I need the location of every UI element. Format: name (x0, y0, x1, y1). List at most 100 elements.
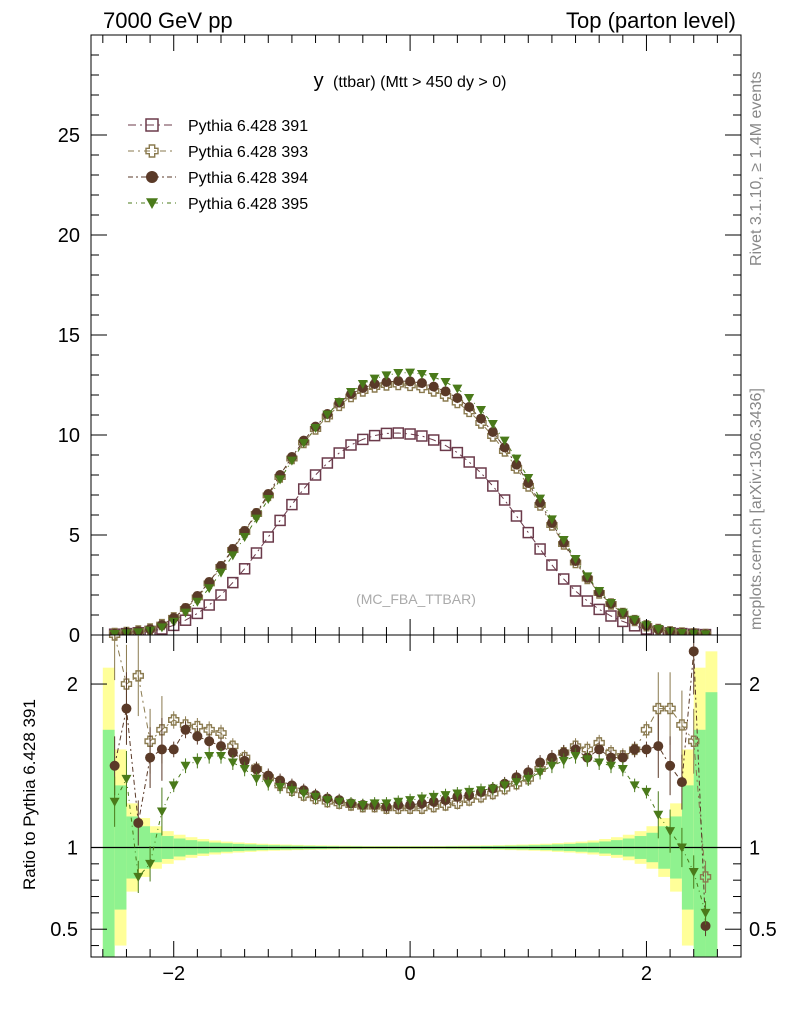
ratio-point (310, 792, 321, 802)
data-point (676, 629, 687, 635)
ratio-point (699, 871, 712, 883)
ratio-point (286, 786, 297, 796)
legend-marker (146, 171, 158, 183)
ratio-point (215, 727, 227, 739)
data-point (380, 427, 393, 440)
data-point (605, 610, 617, 622)
ratio-line-2 (114, 651, 706, 926)
data-point (546, 559, 558, 571)
data-point (250, 547, 263, 559)
ratio-point (381, 799, 392, 809)
ratio-point (476, 786, 486, 796)
ratio-point (227, 747, 238, 758)
ratio-point (665, 760, 676, 771)
ratio-point (652, 702, 664, 715)
data-point (416, 370, 427, 379)
ratio-point (558, 747, 569, 758)
data-point (463, 456, 475, 468)
data-point (498, 494, 511, 506)
ratio-line-1 (114, 635, 706, 877)
ratio-point (393, 797, 404, 807)
ratio-point (204, 751, 215, 761)
data-point (428, 373, 439, 382)
y-tick-label: 25 (58, 125, 80, 147)
ratio-point (546, 752, 557, 763)
ratio-point (606, 761, 616, 771)
ratio-point (204, 736, 215, 747)
data-point (203, 599, 215, 611)
ratio-point (582, 755, 593, 765)
data-point (700, 630, 711, 635)
data-point (321, 457, 334, 469)
ratio-point (121, 774, 132, 784)
plot-title: y (ttbar) (Mtt > 450 dy > 0) (314, 70, 507, 92)
ratio-point (263, 779, 274, 789)
data-point (594, 587, 605, 596)
data-point (522, 526, 535, 539)
data-point (238, 563, 251, 575)
ratio-point (156, 807, 167, 817)
data-point (405, 376, 416, 387)
legend: Pythia 6.428 391 Pythia 6.428 393 Pythia 6… (128, 118, 308, 213)
ratio-point (263, 770, 274, 781)
rivet-label: Rivet 3.1.10, ≥ 1.4M events (748, 71, 765, 266)
ratio-point (239, 765, 250, 775)
y-tick-label: 15 (58, 325, 80, 347)
ratio-point (132, 670, 144, 682)
data-point (215, 589, 227, 601)
ratio-point (665, 827, 676, 837)
ratio-point (464, 787, 475, 797)
ratio-frame (90, 634, 742, 958)
ratio-point (676, 719, 688, 731)
ratio-point (688, 868, 699, 878)
ratio-point (676, 777, 687, 788)
mcplots-label: mcplots.cern.ch [arXiv:1306.3436] (748, 388, 765, 630)
data-point (357, 433, 369, 446)
plot-title-main: y (314, 70, 324, 92)
x-tick-label: −2 (162, 963, 185, 985)
ratio-point (298, 789, 309, 799)
ratio-y-tick-label: 0.5 (50, 919, 78, 941)
ratio-point (109, 760, 120, 771)
data-point (499, 442, 510, 453)
data-point (275, 475, 286, 485)
ratio-point (617, 752, 628, 763)
ratio-point (133, 817, 144, 828)
ratio-point (594, 744, 605, 755)
x-tick-label: 0 (405, 963, 416, 985)
data-point (546, 515, 557, 525)
data-point (416, 430, 428, 442)
data-point (476, 406, 486, 415)
ratio-point (239, 755, 250, 766)
data-point (322, 410, 333, 420)
inner-band (693, 729, 706, 957)
ratio-point (275, 783, 286, 793)
data-point (440, 386, 451, 397)
y-tick-label: 10 (58, 425, 80, 447)
data-point (393, 369, 404, 378)
ratio-point (133, 872, 144, 882)
data-point (534, 543, 546, 555)
data-point (593, 603, 605, 616)
ratio-point (487, 784, 498, 794)
ratio-point (168, 744, 179, 755)
data-point (558, 536, 569, 545)
ratio-point (676, 843, 687, 853)
data-point (653, 625, 664, 634)
data-point (427, 434, 440, 446)
legend-label: Pythia 6.428 394 (188, 170, 308, 187)
ratio-point (428, 792, 439, 802)
data-point (369, 374, 380, 384)
data-point (487, 480, 499, 492)
ratio-point (629, 781, 640, 791)
data-point (109, 630, 120, 635)
data-point (451, 446, 464, 459)
ratio-point (145, 752, 156, 763)
ratio-point (180, 761, 191, 771)
ratio-point (145, 859, 156, 869)
x-tick-label: 2 (641, 963, 652, 985)
ratio-point (357, 800, 368, 810)
data-point (297, 483, 310, 495)
ratio-point (192, 731, 203, 742)
